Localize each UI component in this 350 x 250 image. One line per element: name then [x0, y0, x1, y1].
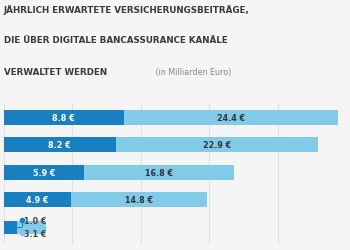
- Text: (in Milliarden Euro): (in Milliarden Euro): [153, 68, 231, 77]
- Text: 1.0 €: 1.0 €: [24, 216, 47, 225]
- Bar: [4, 110, 124, 126]
- Text: 24.4 €: 24.4 €: [217, 114, 245, 122]
- Bar: [4, 192, 206, 208]
- Bar: [4, 110, 338, 126]
- Text: VERWALTET WERDEN: VERWALTET WERDEN: [4, 68, 107, 77]
- Text: 4.9 €: 4.9 €: [26, 196, 48, 204]
- Bar: [4, 221, 17, 234]
- Text: 22.9 €: 22.9 €: [203, 141, 231, 150]
- Point: [19, 218, 25, 222]
- Bar: [4, 165, 234, 180]
- Text: 8.8 €: 8.8 €: [52, 114, 75, 122]
- Point: [19, 231, 25, 235]
- Text: 16.8 €: 16.8 €: [145, 168, 173, 177]
- Text: 8.2 €: 8.2 €: [48, 141, 71, 150]
- Text: 14.8 €: 14.8 €: [125, 196, 153, 204]
- Bar: [4, 165, 84, 180]
- Bar: [4, 192, 71, 208]
- Bar: [4, 138, 318, 153]
- Text: 5.9 €: 5.9 €: [33, 168, 55, 177]
- Text: 3.1 €: 3.1 €: [24, 229, 47, 238]
- Text: DIE ÜBER DIGITALE BANCASSURANCE KANÄLE: DIE ÜBER DIGITALE BANCASSURANCE KANÄLE: [4, 36, 227, 45]
- Bar: [4, 221, 46, 234]
- Bar: [4, 138, 116, 153]
- Text: JÄHRLICH ERWARTETE VERSICHERUNGSBEITRÄGE,: JÄHRLICH ERWARTETE VERSICHERUNGSBEITRÄGE…: [4, 4, 249, 15]
